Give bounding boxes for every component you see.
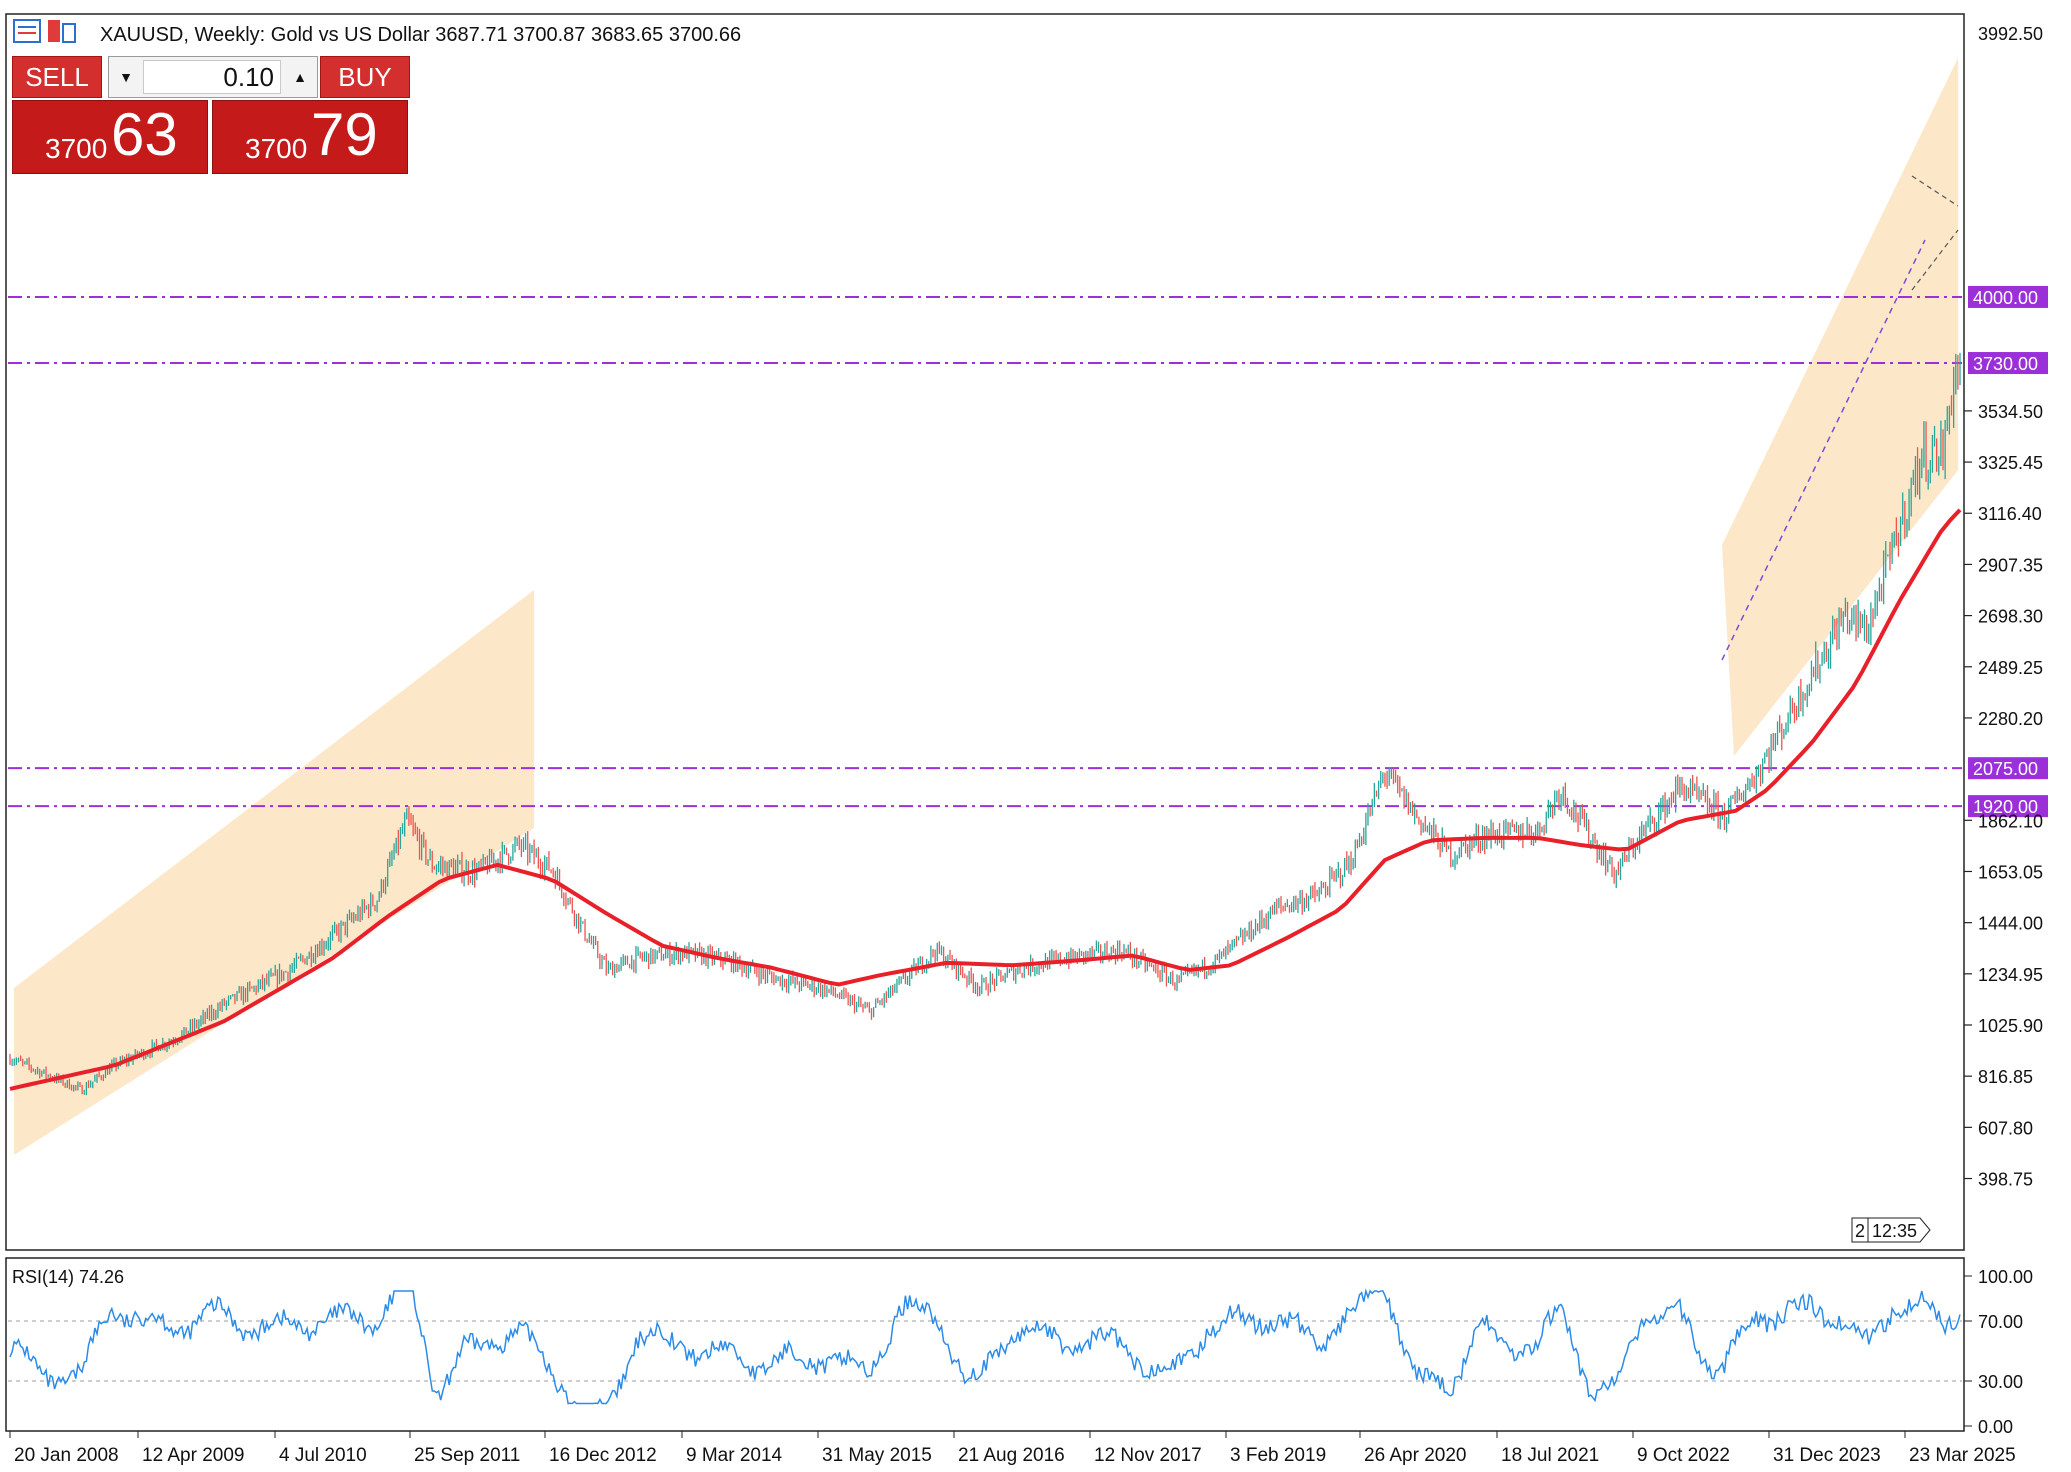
- level-price-label: 1920.00: [1973, 797, 2038, 817]
- buy-button[interactable]: BUY: [320, 56, 410, 98]
- sell-price-button[interactable]: 3700 63: [12, 100, 208, 174]
- level-price-label: 3730.00: [1973, 354, 2038, 374]
- svg-text:12:35: 12:35: [1872, 1221, 1917, 1241]
- chart-header: XAUUSD, Weekly: Gold vs US Dollar 3687.7…: [13, 19, 741, 46]
- price-tick-label: 2280.20: [1978, 709, 2043, 729]
- time-tick-label: 4 Jul 2010: [279, 1445, 367, 1466]
- time-tick-label: 9 Mar 2014: [686, 1445, 783, 1466]
- rsi-panel: [5, 1257, 1965, 1432]
- buy-price-pips: 79: [311, 101, 378, 168]
- time-tick-label: 3 Feb 2019: [1230, 1445, 1326, 1466]
- time-tick-label: 26 Apr 2020: [1364, 1445, 1466, 1466]
- time-tick-label: 16 Dec 2012: [549, 1445, 657, 1466]
- time-axis: 20 Jan 2008 12 Apr 2009 4 Jul 2010 25 Sep 2…: [9, 1431, 2016, 1466]
- moving-average-line: [9, 508, 1962, 1091]
- channel-2023-2025: [1722, 58, 1958, 756]
- trend-line-dashed: [1721, 239, 1926, 661]
- one-click-trading-panel: SELL ▼ 0.10 ▲ BUY 3700 63 3700 79: [12, 56, 410, 174]
- buy-price-main: 3700: [245, 133, 308, 164]
- time-tick-label: 12 Apr 2009: [142, 1445, 244, 1466]
- price-tick-label: 3116.40: [1978, 504, 2042, 524]
- channel-2008-2012: [14, 590, 534, 1155]
- price-tick-label: 2489.25: [1978, 658, 2043, 678]
- price-tick-label: 1025.90: [1978, 1016, 2043, 1036]
- time-tick-label: 18 Jul 2021: [1501, 1445, 1599, 1466]
- price-tick-label: 1234.95: [1978, 965, 2043, 985]
- price-axis: 3534.50 3325.45 3116.40 2907.35 2698.30 2489.…: [1964, 24, 2043, 1190]
- price-tick-label: 2698.30: [1978, 607, 2043, 627]
- time-tick-label: 31 May 2015: [822, 1445, 932, 1466]
- symbol-title: XAUUSD, Weekly: Gold vs US Dollar 3687.7…: [100, 24, 741, 46]
- time-tick-label: 23 Mar 2025: [1909, 1445, 2016, 1466]
- bars-icon: [13, 19, 41, 43]
- price-tick-label: 1444.00: [1978, 914, 2043, 934]
- main-panel: [5, 13, 1965, 1251]
- lot-increase-icon[interactable]: ▲: [293, 69, 307, 85]
- level-price-label: 4000.00: [1973, 288, 2038, 308]
- trend-line-pennant: [1911, 175, 1959, 207]
- price-tick-label: 3992.50: [1978, 24, 2043, 44]
- time-tick-label: 9 Oct 2022: [1637, 1445, 1730, 1466]
- candles-icon: [48, 20, 60, 42]
- time-tick-label: 25 Sep 2011: [414, 1445, 520, 1466]
- rsi-tick-label: 100.00: [1978, 1267, 2033, 1287]
- svg-text:2: 2: [1855, 1221, 1865, 1241]
- time-tick-label: 21 Aug 2016: [958, 1445, 1065, 1466]
- rsi-tick-label: 30.00: [1978, 1372, 2023, 1392]
- time-tick-label: 12 Nov 2017: [1094, 1445, 1202, 1466]
- rsi-line: [9, 1288, 1961, 1405]
- rsi-label: RSI(14) 74.26: [12, 1267, 124, 1287]
- price-tick-label: 398.75: [1978, 1170, 2033, 1190]
- time-tick-label: 20 Jan 2008: [14, 1445, 119, 1466]
- rsi-tick-label: 0.00: [1978, 1417, 2013, 1437]
- lot-size-control: ▼ 0.10 ▲: [108, 56, 318, 98]
- rsi-tick-label: 70.00: [1978, 1312, 2023, 1332]
- price-tick-label: 2907.35: [1978, 555, 2043, 575]
- price-tick-label: 3325.45: [1978, 453, 2043, 473]
- trend-line-pennant-low: [1911, 229, 1959, 291]
- price-tick-label: 816.85: [1978, 1067, 2033, 1087]
- price-tick-label: 1653.05: [1978, 862, 2043, 882]
- bar-timer: 2 12:35: [1851, 1217, 1931, 1243]
- sell-price-main: 3700: [45, 133, 108, 164]
- price-tick-label: 3534.50: [1978, 402, 2043, 422]
- price-tick-label: 607.80: [1978, 1118, 2033, 1138]
- sell-price-pips: 63: [111, 101, 178, 168]
- time-tick-label: 31 Dec 2023: [1773, 1445, 1881, 1466]
- level-price-label: 2075.00: [1973, 759, 2038, 779]
- lot-size-input[interactable]: 0.10: [143, 60, 281, 94]
- price-tick-label: 1862.10: [1978, 811, 2043, 831]
- lot-decrease-icon[interactable]: ▼: [119, 69, 133, 85]
- buy-price-button[interactable]: 3700 79: [212, 100, 408, 174]
- sell-button[interactable]: SELL: [12, 56, 102, 98]
